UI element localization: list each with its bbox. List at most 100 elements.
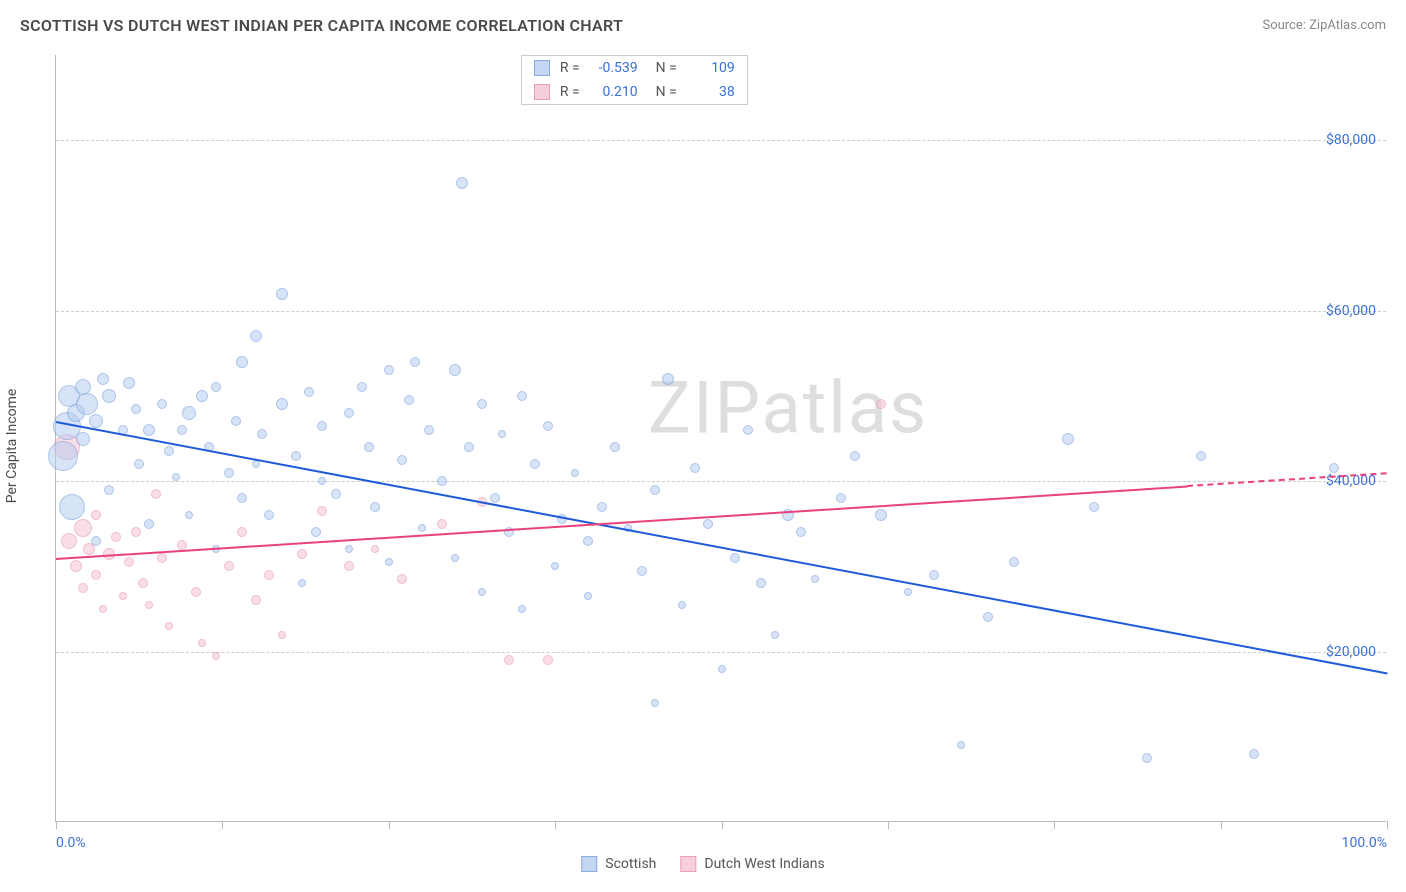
data-point (61, 533, 77, 549)
data-point (796, 527, 806, 537)
trendline-a (56, 421, 1387, 674)
data-point (370, 502, 380, 512)
data-point (517, 391, 527, 401)
legend-swatch (680, 856, 696, 872)
n-value: 38 (687, 84, 735, 100)
data-point (276, 288, 288, 300)
data-point (357, 382, 367, 392)
data-point (543, 421, 553, 431)
data-point (131, 404, 141, 414)
chart-header: SCOTTISH VS DUTCH WEST INDIAN PER CAPITA… (20, 16, 1386, 35)
data-point (756, 578, 766, 588)
data-point (404, 395, 414, 405)
data-point (157, 399, 167, 409)
data-point (344, 561, 354, 571)
data-point (224, 561, 234, 571)
data-point (177, 425, 187, 435)
data-point (111, 532, 121, 542)
y-tick-label: $20,000 (1326, 644, 1376, 660)
data-point (498, 430, 506, 438)
data-point (583, 536, 593, 546)
r-label: R = (560, 60, 580, 76)
data-point (276, 398, 288, 410)
data-point (678, 601, 686, 609)
data-point (743, 425, 753, 435)
data-point (384, 365, 394, 375)
data-point (437, 476, 447, 486)
data-point (264, 510, 274, 520)
data-point (1089, 502, 1099, 512)
data-point (99, 605, 107, 613)
data-point (297, 549, 307, 559)
data-point (1009, 557, 1019, 567)
data-point (138, 578, 148, 588)
data-point (850, 451, 860, 461)
data-point (212, 652, 220, 660)
x-tick (1387, 821, 1388, 829)
r-label: R = (560, 84, 580, 100)
data-point (104, 485, 114, 495)
legend-label: Dutch West Indians (704, 856, 824, 872)
data-point (1142, 753, 1152, 763)
data-point (1196, 451, 1206, 461)
legend-label: Scottish (605, 856, 656, 872)
data-point (690, 463, 700, 473)
data-point (364, 442, 374, 452)
data-point (551, 562, 559, 570)
data-point (410, 357, 420, 367)
data-point (929, 570, 939, 580)
x-tick (1221, 821, 1222, 829)
n-label: N = (656, 84, 677, 100)
data-point (1329, 463, 1339, 473)
data-point (437, 519, 447, 529)
data-point (48, 441, 78, 471)
data-point (76, 393, 98, 415)
data-point (143, 424, 155, 436)
data-point (811, 575, 819, 583)
data-point (371, 545, 379, 553)
data-point (237, 493, 247, 503)
data-point (983, 612, 993, 622)
data-point (91, 536, 101, 546)
data-point (311, 527, 321, 537)
data-point (504, 655, 514, 665)
data-point (478, 588, 486, 596)
data-point (345, 545, 353, 553)
data-point (134, 459, 144, 469)
data-point (257, 429, 267, 439)
data-point (91, 510, 101, 520)
data-point (236, 356, 248, 368)
data-point (264, 570, 274, 580)
data-point (165, 622, 173, 630)
data-point (317, 506, 327, 516)
data-point (97, 373, 109, 385)
gridline (56, 481, 1386, 482)
data-point (250, 330, 262, 342)
data-point (76, 432, 90, 446)
data-point (703, 519, 713, 529)
data-point (172, 473, 180, 481)
r-value: 0.210 (590, 84, 638, 100)
data-point (397, 574, 407, 584)
legend-swatch (534, 84, 550, 100)
data-point (224, 468, 234, 478)
gridline (56, 652, 1386, 653)
data-point (424, 425, 434, 435)
data-point (59, 494, 85, 520)
data-point (119, 592, 127, 600)
data-point (198, 639, 206, 647)
data-point (291, 451, 301, 461)
data-point (771, 631, 779, 639)
bottom-legend: Scottish Dutch West Indians (581, 856, 824, 872)
data-point (418, 524, 426, 532)
data-point (123, 377, 135, 389)
gridline (56, 311, 1386, 312)
y-tick-label: $80,000 (1326, 132, 1376, 148)
data-point (490, 493, 500, 503)
data-point (344, 408, 354, 418)
plot-region: ZIPatlas$20,000$40,000$60,000$80,0000.0%… (55, 55, 1386, 822)
stats-legend: R =-0.539N =109R =0.210N =38 (521, 55, 748, 105)
data-point (610, 442, 620, 452)
data-point (164, 446, 174, 456)
legend-item: Scottish (581, 856, 656, 872)
